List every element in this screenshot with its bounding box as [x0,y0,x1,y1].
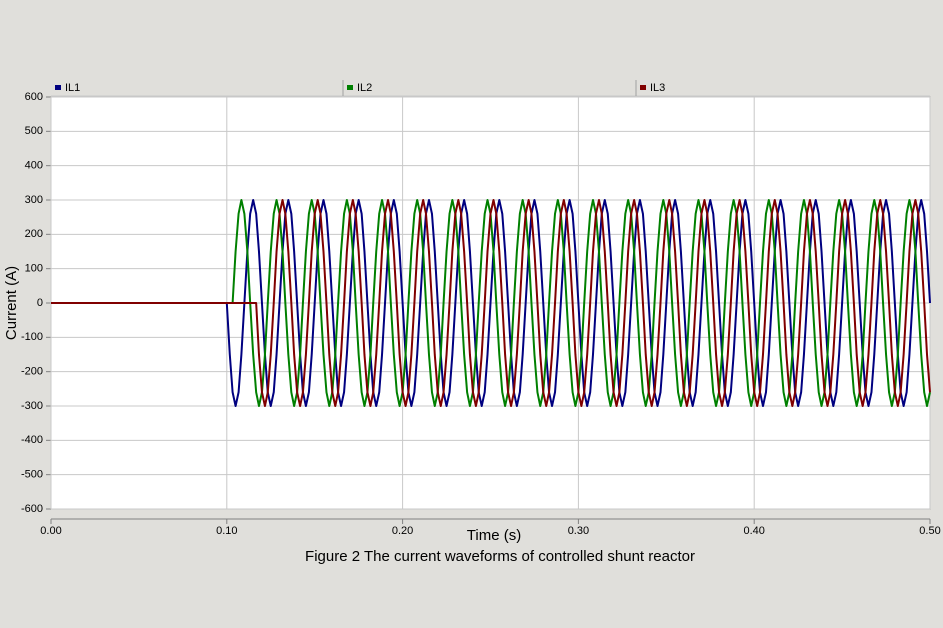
x-tick-label: 0.20 [392,525,413,537]
x-tick-label: 0.10 [216,525,237,537]
y-tick-label: 500 [25,125,43,137]
legend-label: IL3 [650,82,665,94]
x-tick-label: 0.30 [568,525,589,537]
y-tick-label: 600 [25,91,43,103]
legend-swatch [347,85,353,90]
y-tick-label: -400 [21,434,43,446]
legend-label: IL2 [357,82,372,94]
y-tick-label: -300 [21,400,43,412]
y-axis-label: Current (A) [3,266,20,340]
x-axis-label: Time (s) [467,527,521,544]
y-tick-label: 100 [25,263,43,275]
x-tick-label: 0.40 [743,525,764,537]
y-tick-label: -600 [21,503,43,515]
x-tick-label: 0.00 [40,525,61,537]
y-tick-label: -500 [21,469,43,481]
legend-swatch [640,85,646,90]
legend-label: IL1 [65,82,80,94]
y-tick-label: 300 [25,194,43,206]
y-tick-label: -100 [21,331,43,343]
y-tick-label: 200 [25,228,43,240]
x-tick-label: 0.50 [919,525,940,537]
y-tick-label: 400 [25,160,43,172]
legend-swatch [55,85,61,90]
series-line [51,199,931,407]
y-tick-label: -200 [21,366,43,378]
y-tick-label: 0 [37,297,43,309]
series-line [51,199,931,407]
caption: Figure 2 The current waveforms of contro… [305,548,695,565]
